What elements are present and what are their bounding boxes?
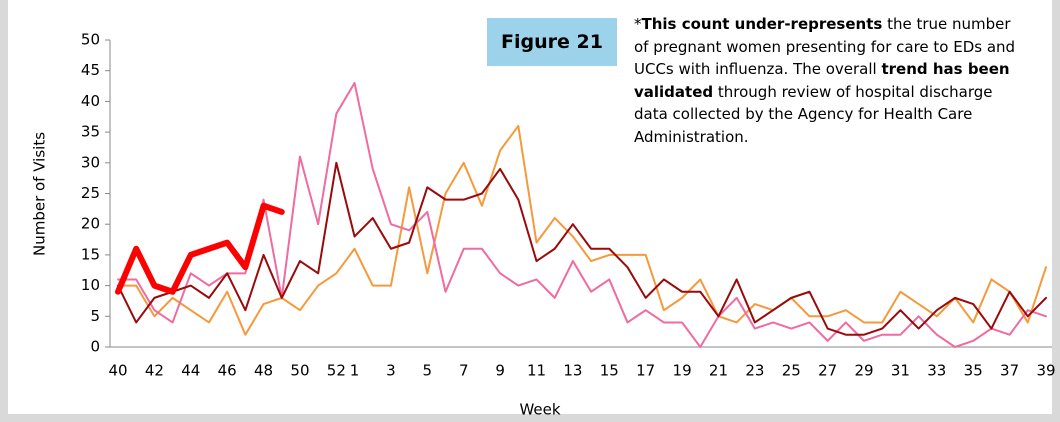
y-tick-label: 5 <box>90 307 100 325</box>
x-axis-title: Week <box>519 401 560 419</box>
x-tick-label: 7 <box>459 362 469 380</box>
y-tick-label: 45 <box>81 61 100 79</box>
x-tick-label: 35 <box>964 362 983 380</box>
x-tick-label: 37 <box>1000 362 1019 380</box>
x-tick-label: 39 <box>1036 362 1055 380</box>
annotation-text: the true number of pregnant women presen… <box>634 15 1016 78</box>
x-tick-label: 17 <box>636 362 655 380</box>
x-tick-label: 40 <box>108 362 127 380</box>
y-axis-title: Number of Visits <box>31 132 49 256</box>
series-line <box>117 161 1047 336</box>
y-tick-label: 35 <box>81 123 100 141</box>
x-tick-label: 15 <box>600 362 619 380</box>
y-tick-label: 30 <box>81 153 100 171</box>
annotation-bold: trend has been validated <box>634 60 1010 101</box>
annotation-bold: This count under-represents <box>641 15 883 33</box>
x-tick-label: 1 <box>350 362 360 380</box>
x-tick-label: 27 <box>818 362 837 380</box>
y-tick-label: 0 <box>90 338 100 356</box>
series-line <box>117 124 1047 336</box>
y-tick-label: 10 <box>81 276 100 294</box>
x-tick-label: 29 <box>854 362 873 380</box>
annotation: *This count under-represents the true nu… <box>634 13 1029 148</box>
x-tick-label: 42 <box>145 362 164 380</box>
x-tick-label: 9 <box>495 362 505 380</box>
x-tick-label: 44 <box>181 362 200 380</box>
y-tick-label: 20 <box>81 215 100 233</box>
x-tick-label: 11 <box>527 362 546 380</box>
y-tick-label: 40 <box>81 92 100 110</box>
series-line <box>115 202 285 295</box>
y-tick-label: 15 <box>81 245 100 263</box>
annotation-text: through review of hospital discharge dat… <box>634 82 993 146</box>
x-tick-label: 21 <box>709 362 728 380</box>
x-tick-label: 46 <box>218 362 237 380</box>
x-tick-label: 52 <box>327 362 346 380</box>
x-tick-label: 5 <box>423 362 433 380</box>
annotation-text: * <box>634 15 642 33</box>
x-tick-label: 25 <box>782 362 801 380</box>
x-tick-label: 13 <box>563 362 582 380</box>
y-tick-label: 50 <box>81 31 100 49</box>
x-tick-label: 3 <box>386 362 396 380</box>
y-tick-label: 25 <box>81 184 100 202</box>
series-line <box>117 81 1047 348</box>
x-tick-label: 31 <box>891 362 910 380</box>
figure-label: Figure 21 <box>487 18 617 66</box>
x-tick-label: 50 <box>290 362 309 380</box>
x-tick-label: 48 <box>254 362 273 380</box>
x-tick-label: 33 <box>927 362 946 380</box>
x-tick-label: 23 <box>745 362 764 380</box>
x-tick-label: 19 <box>673 362 692 380</box>
